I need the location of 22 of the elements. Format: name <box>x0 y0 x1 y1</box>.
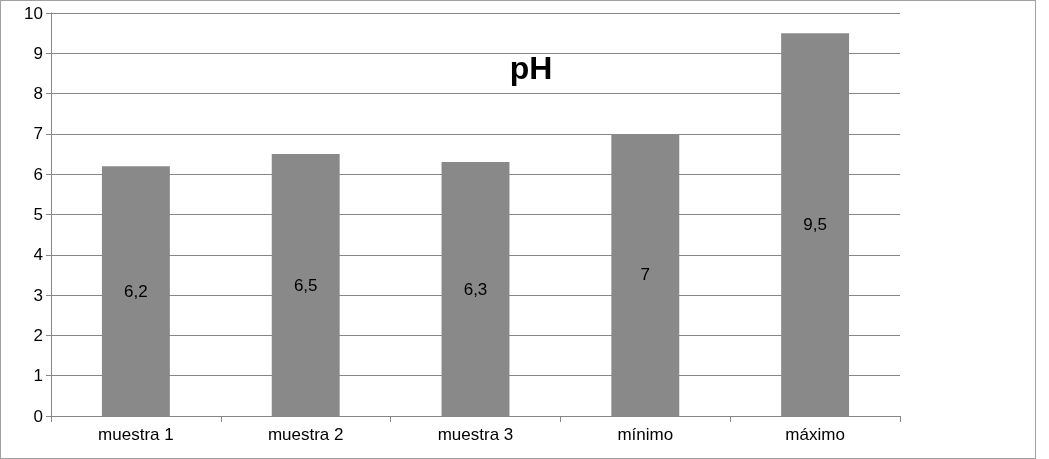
data-label: 6,2 <box>124 281 148 301</box>
y-tick-label: 5 <box>33 205 43 224</box>
y-tick-label: 0 <box>33 406 43 426</box>
y-tick-label: 10 <box>24 3 43 23</box>
y-tick-label: 6 <box>33 164 43 184</box>
x-tick-label: muestra 3 <box>437 425 514 444</box>
y-tick-label: 4 <box>33 245 43 265</box>
y-tick-label: 9 <box>33 43 43 63</box>
x-tick-label: muestra 1 <box>98 425 174 444</box>
data-label: 7 <box>640 265 651 285</box>
x-tick-label: mínimo <box>617 425 674 444</box>
y-tick-label: 3 <box>33 285 43 305</box>
data-label: 6,5 <box>293 275 318 295</box>
y-tick-label: 7 <box>33 124 43 144</box>
y-tick-label: 8 <box>33 84 43 104</box>
x-tick-label: máximo <box>785 425 845 444</box>
y-tick-label: 2 <box>33 325 43 345</box>
x-tick-label: muestra 2 <box>267 425 344 444</box>
data-label: 6,3 <box>463 279 488 299</box>
text: pH <box>509 50 553 86</box>
data-label: 9,5 <box>803 215 827 235</box>
y-tick-label: 1 <box>33 366 43 386</box>
